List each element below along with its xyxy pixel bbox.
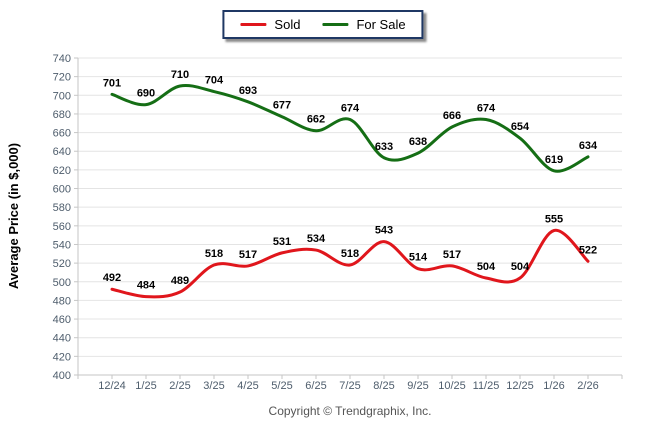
x-tick-label: 3/25 xyxy=(203,380,224,392)
data-label-for-sale: 693 xyxy=(239,85,257,97)
x-tick-label: 5/25 xyxy=(271,380,292,392)
y-tick-label: 440 xyxy=(53,333,71,345)
data-label-sold: 522 xyxy=(579,244,597,256)
sold-line-swatch xyxy=(240,23,267,26)
y-tick-label: 520 xyxy=(53,258,71,270)
chart-legend: Sold For Sale xyxy=(222,10,424,39)
x-tick-label: 12/24 xyxy=(98,380,126,392)
x-tick-label: 11/25 xyxy=(473,380,500,392)
series-line-sold xyxy=(110,228,590,299)
data-label-for-sale: 674 xyxy=(341,103,360,115)
y-tick-label: 660 xyxy=(53,128,71,140)
line-chart-plot-area: 400 420 440 460 480 500 520 540 560 580 600 620 640 6… xyxy=(53,53,623,392)
y-tick-label: 640 xyxy=(53,146,71,158)
x-tick-label: 1/25 xyxy=(135,380,156,392)
data-label-sold: 492 xyxy=(103,272,121,284)
data-label-sold: 504 xyxy=(477,261,496,273)
data-label-for-sale: 710 xyxy=(171,69,189,81)
legend-label-sold: Sold xyxy=(274,17,301,32)
data-label-for-sale: 662 xyxy=(307,114,325,126)
data-label-for-sale: 666 xyxy=(443,110,461,122)
x-tick-label: 2/26 xyxy=(577,380,598,392)
y-tick-label: 400 xyxy=(53,370,71,382)
data-label-for-sale: 654 xyxy=(511,121,530,133)
data-label-for-sale: 634 xyxy=(579,140,598,152)
y-tick-label: 580 xyxy=(53,202,71,214)
data-label-sold: 518 xyxy=(341,248,359,260)
data-label-sold: 534 xyxy=(307,233,326,245)
data-label-sold: 531 xyxy=(273,236,291,248)
data-label-sold: 517 xyxy=(443,249,461,261)
y-tick-label: 460 xyxy=(53,314,71,326)
copyright-text: Copyright © Trendgraphix, Inc. xyxy=(268,404,432,418)
x-tick-label: 6/25 xyxy=(305,380,326,392)
data-label-for-sale: 677 xyxy=(273,100,291,112)
data-label-sold: 518 xyxy=(205,248,223,260)
data-label-for-sale: 690 xyxy=(137,88,155,100)
x-tick-label: 12/25 xyxy=(506,380,534,392)
legend-item-sold: Sold xyxy=(240,17,300,32)
legend-item-for-sale: For Sale xyxy=(322,17,406,32)
x-tick-label: 2/25 xyxy=(169,380,190,392)
x-tick-label: 9/25 xyxy=(407,380,428,392)
data-label-sold: 504 xyxy=(511,261,530,273)
y-tick-label: 560 xyxy=(53,221,71,233)
y-tick-label: 720 xyxy=(53,72,71,84)
y-tick-label: 600 xyxy=(53,184,71,196)
y-tick-label: 480 xyxy=(53,295,71,307)
x-tick-label: 10/25 xyxy=(438,380,466,392)
x-tick-label: 1/26 xyxy=(543,380,564,392)
data-label-for-sale: 633 xyxy=(375,141,393,153)
x-tick-label: 7/25 xyxy=(339,380,360,392)
data-label-sold: 489 xyxy=(171,275,189,287)
data-label-sold: 517 xyxy=(239,249,257,261)
for-sale-line-swatch xyxy=(322,23,349,26)
y-tick-label: 540 xyxy=(53,239,71,251)
data-label-for-sale: 704 xyxy=(205,75,224,87)
y-tick-label: 740 xyxy=(53,53,71,65)
y-tick-label: 680 xyxy=(53,109,71,121)
y-tick-label: 500 xyxy=(53,277,71,289)
y-tick-label: 700 xyxy=(53,90,71,102)
data-label-sold: 514 xyxy=(409,252,428,264)
x-tick-label: 8/25 xyxy=(373,380,394,392)
x-tick-label: 4/25 xyxy=(237,380,258,392)
y-tick-label: 620 xyxy=(53,165,71,177)
legend-label-for-sale: For Sale xyxy=(356,17,406,32)
data-label-for-sale: 638 xyxy=(409,136,427,148)
data-label-sold: 555 xyxy=(545,213,563,225)
data-label-sold: 543 xyxy=(375,225,393,237)
data-label-for-sale: 674 xyxy=(477,103,496,115)
data-label-for-sale: 701 xyxy=(103,77,121,89)
series-line-for-sale xyxy=(110,83,590,173)
data-label-sold: 484 xyxy=(137,280,156,292)
y-tick-label: 420 xyxy=(53,351,71,363)
data-label-for-sale: 619 xyxy=(545,154,563,166)
